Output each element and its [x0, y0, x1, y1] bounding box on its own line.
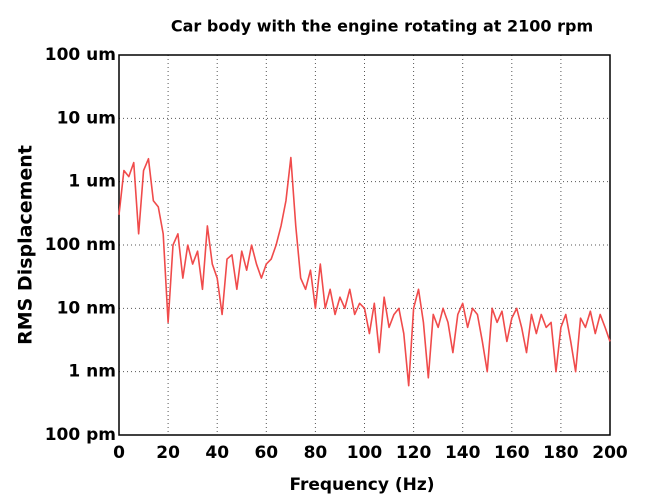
y-tick-label: 100 pm — [45, 425, 116, 445]
x-tick-label: 160 — [494, 443, 530, 463]
y-tick-label: 1 nm — [68, 362, 116, 382]
x-tick-label: 80 — [304, 443, 328, 463]
plot-frame — [118, 54, 611, 436]
chart-title: Car body with the engine rotating at 210… — [171, 17, 593, 36]
x-tick-label: 60 — [254, 443, 278, 463]
x-tick-label: 120 — [396, 443, 432, 463]
x-tick-label: 0 — [113, 443, 125, 463]
data-line — [118, 156, 611, 387]
x-tick-label: 100 — [347, 443, 383, 463]
x-tick-label: 40 — [205, 443, 229, 463]
x-tick-label: 200 — [592, 443, 628, 463]
y-tick-label: 100 um — [45, 45, 116, 65]
y-tick-label: 10 nm — [57, 298, 116, 318]
x-tick-label: 20 — [156, 443, 180, 463]
y-tick-label: 100 nm — [45, 235, 116, 255]
x-tick-label: 180 — [543, 443, 579, 463]
x-axis-label: Frequency (Hz) — [289, 475, 434, 495]
y-axis-label: RMS Displacement — [15, 145, 37, 345]
y-tick-label: 10 um — [57, 108, 116, 128]
x-tick-label: 140 — [445, 443, 481, 463]
y-tick-label: 1 um — [68, 172, 116, 192]
